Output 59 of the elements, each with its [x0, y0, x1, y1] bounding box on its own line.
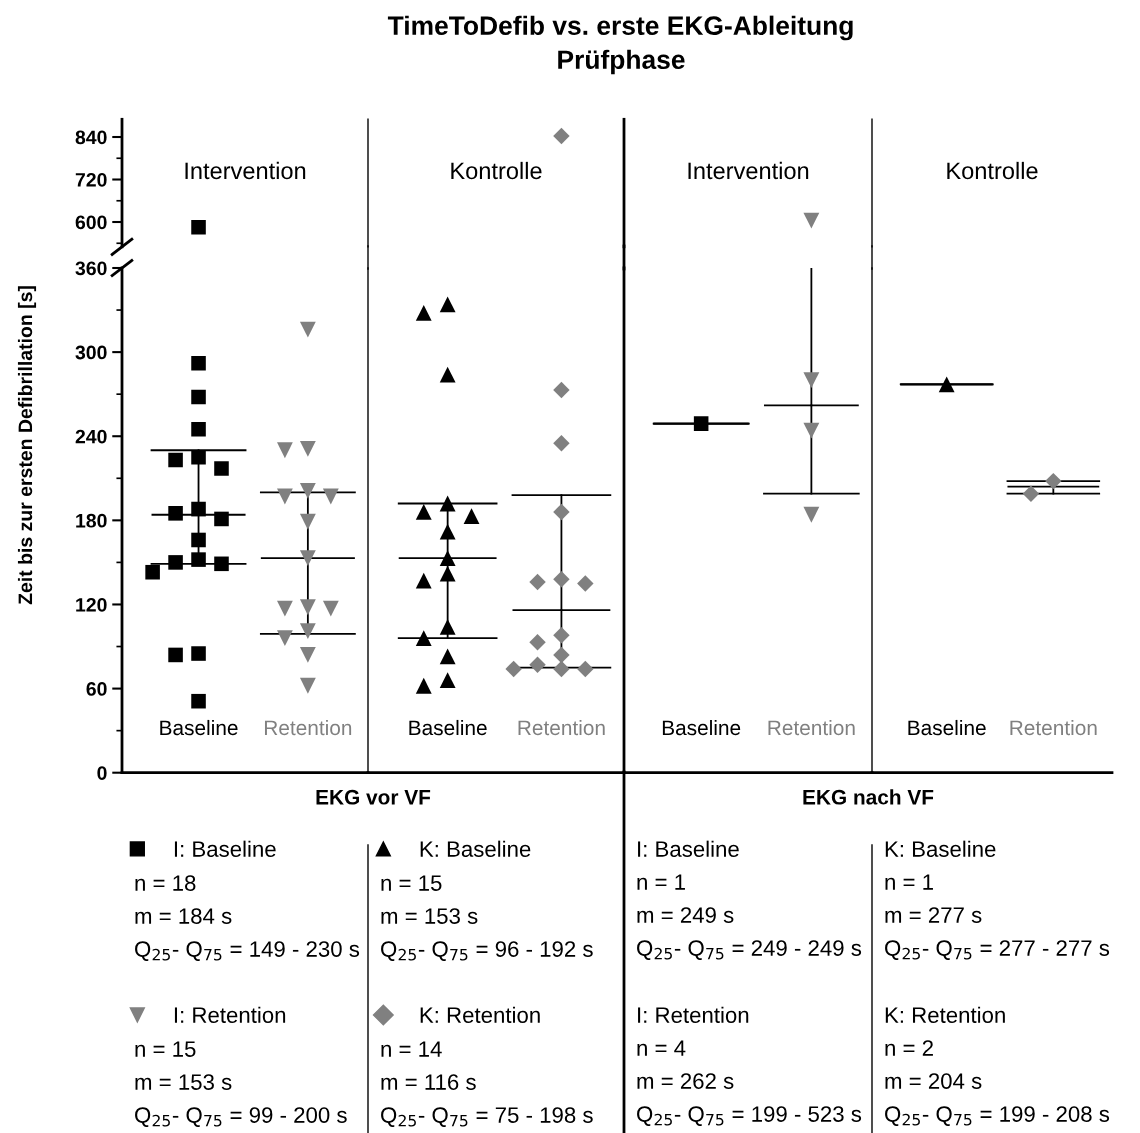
text: K: Baseline [885, 840, 996, 857]
text: Q$_{25}$- Q$_{75}$ = 277 - 277 s [885, 940, 1110, 960]
x-tick-label: Baseline [662, 719, 741, 736]
y-tick-label: 180 [76, 513, 107, 528]
y-tick-label: 60 [86, 682, 107, 696]
legend-label: K: Retention [420, 1006, 540, 1023]
annotation: Kontrolle [451, 161, 542, 180]
text: m = 116 s [381, 1074, 476, 1090]
x-axis-title: EKG nach VF [803, 789, 934, 805]
x-axis-title: EKG vor VF [316, 789, 431, 805]
x-tick-label: Retention [1010, 719, 1097, 736]
text: Q$_{25}$- Q$_{75}$ = 99 - 200 s [135, 1107, 347, 1127]
y-tick-label: 720 [75, 172, 107, 187]
text: I: Retention [638, 1006, 749, 1023]
text: Q$_{25}$- Q$_{75}$ = 75 - 198 s [381, 1107, 593, 1127]
text: m = 184 s [135, 908, 232, 924]
text: Q$_{25}$- Q$_{75}$ = 199 - 523 s [637, 1106, 862, 1126]
text: Q$_{25}$- Q$_{75}$ = 149 - 230 s [135, 941, 360, 961]
text: Q$_{25}$- Q$_{75}$ = 96 - 192 s [381, 941, 593, 961]
text: I: Baseline [638, 840, 739, 857]
text: m = 204 s [885, 1073, 982, 1089]
text: Q$_{25}$- Q$_{75}$ = 249 - 249 s [637, 940, 862, 960]
text: n = 2 [885, 1040, 933, 1056]
text: n = 18 [135, 875, 196, 891]
x-tick-label: Baseline [409, 719, 487, 736]
legend-label: I: Baseline [174, 840, 276, 857]
y-tick-label: 240 [75, 429, 107, 444]
text: m = 249 s [637, 907, 734, 923]
x-tick-label: Retention [264, 719, 352, 736]
text: m = 277 s [885, 907, 982, 923]
x-tick-label: Retention [518, 719, 605, 736]
text: Q$_{25}$- Q$_{75}$ = 199 - 208 s [885, 1106, 1110, 1126]
legend-label: K: Baseline [420, 840, 531, 857]
text: K: Retention [885, 1006, 1005, 1023]
legend-label: I: Retention [174, 1006, 286, 1023]
text: m = 153 s [135, 1074, 232, 1090]
text: m = 262 s [637, 1073, 734, 1089]
x-tick-label: Retention [768, 719, 855, 736]
y-tick-label: 840 [75, 130, 107, 145]
text: n = 15 [381, 875, 442, 891]
text: n = 15 [135, 1041, 196, 1057]
chart-subtitle: Prüfphase [558, 49, 685, 75]
x-tick-label: Baseline [160, 719, 238, 736]
y-axis-title: Zeit bis zur ersten Defibrillation [s] [17, 286, 37, 605]
y-tick-label: 120 [76, 597, 107, 612]
text: n = 1 [885, 874, 933, 890]
text: n = 14 [381, 1041, 442, 1057]
y-tick-label: 600 [75, 215, 107, 230]
y-tick-label: 360 [75, 261, 107, 276]
chart-title: TimeToDefib vs. erste EKG-Ableitung [387, 15, 853, 41]
text: n = 4 [637, 1040, 686, 1056]
text: Kontrolle [947, 161, 1038, 180]
y-tick-label: 300 [75, 345, 107, 360]
y-tick-label: 0 [97, 766, 107, 780]
x-tick-label: Baseline [908, 719, 986, 736]
text: n = 1 [637, 874, 685, 890]
annotation: Intervention [688, 161, 809, 180]
annotation: Intervention [185, 161, 306, 180]
text: m = 153 s [381, 908, 478, 924]
